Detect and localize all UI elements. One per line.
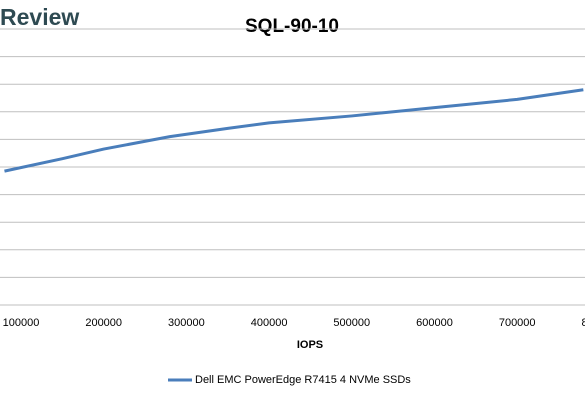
x-tick-label: 200000 bbox=[85, 317, 122, 329]
chart-title: SQL-90-10 bbox=[245, 16, 339, 37]
x-axis-label: IOPS bbox=[297, 339, 323, 351]
x-tick-label: 400000 bbox=[251, 317, 288, 329]
x-tick-label: 300000 bbox=[168, 317, 205, 329]
x-tick-label: 800000 bbox=[582, 317, 585, 329]
logo: Review bbox=[0, 4, 79, 30]
x-tick-label: 600000 bbox=[416, 317, 453, 329]
x-tick-label: 500000 bbox=[333, 317, 370, 329]
x-tick-label: 700000 bbox=[499, 317, 536, 329]
legend-label: Dell EMC PowerEdge R7415 4 NVMe SSDs bbox=[195, 374, 411, 386]
data-line bbox=[4, 88, 584, 173]
x-tick-label: 100000 bbox=[3, 317, 40, 329]
